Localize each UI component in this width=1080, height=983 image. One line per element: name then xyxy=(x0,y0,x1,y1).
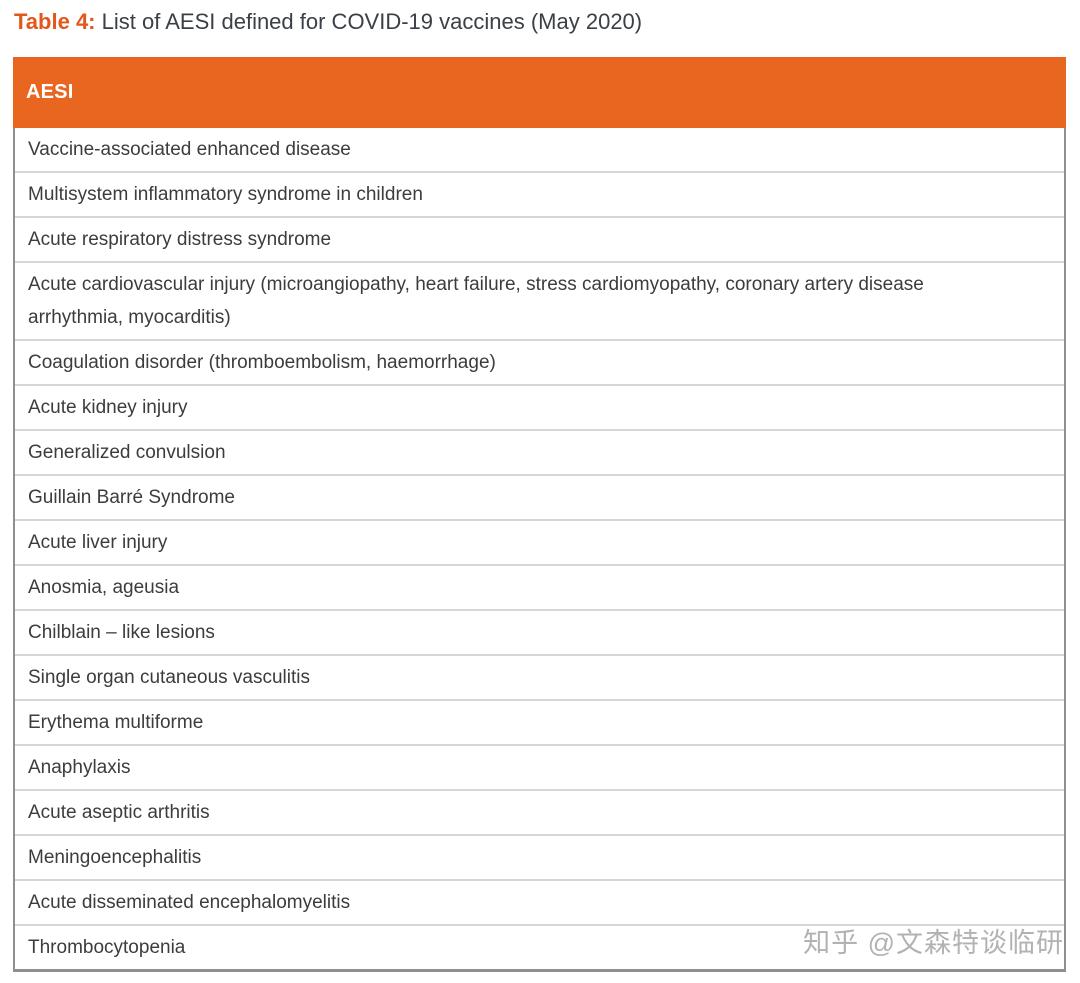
table-row: Acute aseptic arthritis xyxy=(15,789,1064,834)
table-cell: Multisystem inflammatory syndrome in chi… xyxy=(28,184,423,205)
table-row: Anosmia, ageusia xyxy=(15,564,1064,609)
table-row: Coagulation disorder (thromboembolism, h… xyxy=(15,339,1064,384)
table-cell: Chilblain – like lesions xyxy=(28,622,215,643)
table-row: Vaccine-associated enhanced disease xyxy=(15,128,1064,171)
table-cell: Thrombocytopenia xyxy=(28,937,186,958)
table-cell: Acute cardiovascular injury (microangiop… xyxy=(28,274,924,328)
table-caption-label: Table 4: xyxy=(14,9,96,34)
table-cell: Guillain Barré Syndrome xyxy=(28,487,235,508)
table-row: Thrombocytopenia xyxy=(15,924,1064,969)
table-cell: Vaccine-associated enhanced disease xyxy=(28,139,351,160)
table-body: Vaccine-associated enhanced disease Multi… xyxy=(15,128,1064,969)
table-cell: Erythema multiforme xyxy=(28,712,204,733)
table-cell: Generalized convulsion xyxy=(28,442,226,463)
aesi-table: AESI Vaccine-associated enhanced disease… xyxy=(13,57,1066,972)
table-cell: Acute aseptic arthritis xyxy=(28,802,210,823)
table-cell: Acute liver injury xyxy=(28,532,168,553)
table-row: Anaphylaxis xyxy=(15,744,1064,789)
table-row: Acute kidney injury xyxy=(15,384,1064,429)
table-row: Acute cardiovascular injury (microangiop… xyxy=(15,261,1064,339)
table-cell: Acute kidney injury xyxy=(28,397,188,418)
table-cell: Meningoencephalitis xyxy=(28,847,202,868)
table-row: Erythema multiforme xyxy=(15,699,1064,744)
table-caption-text: List of AESI defined for COVID-19 vaccin… xyxy=(101,9,643,34)
table-header-label: AESI xyxy=(26,81,74,103)
table-cell: Anaphylaxis xyxy=(28,757,131,778)
table-cell: Single organ cutaneous vasculitis xyxy=(28,667,311,688)
table-cell: Coagulation disorder (thromboembolism, h… xyxy=(28,352,496,373)
table-row: Guillain Barré Syndrome xyxy=(15,474,1064,519)
table-cell: Anosmia, ageusia xyxy=(28,577,180,598)
table-cell: Acute disseminated encephalomyelitis xyxy=(28,892,351,913)
table-row: Single organ cutaneous vasculitis xyxy=(15,654,1064,699)
table-row: Generalized convulsion xyxy=(15,429,1064,474)
table-row: Meningoencephalitis xyxy=(15,834,1064,879)
table-cell: Acute respiratory distress syndrome xyxy=(28,229,332,250)
table-row: Acute disseminated encephalomyelitis xyxy=(15,879,1064,924)
table-row: Chilblain – like lesions xyxy=(15,609,1064,654)
table-row: Multisystem inflammatory syndrome in chi… xyxy=(15,171,1064,216)
table-row: Acute respiratory distress syndrome xyxy=(15,216,1064,261)
table-row: Acute liver injury xyxy=(15,519,1064,564)
table-header-row: AESI xyxy=(13,57,1066,128)
page-title: Table 4: List of AESI defined for COVID-… xyxy=(14,7,642,37)
